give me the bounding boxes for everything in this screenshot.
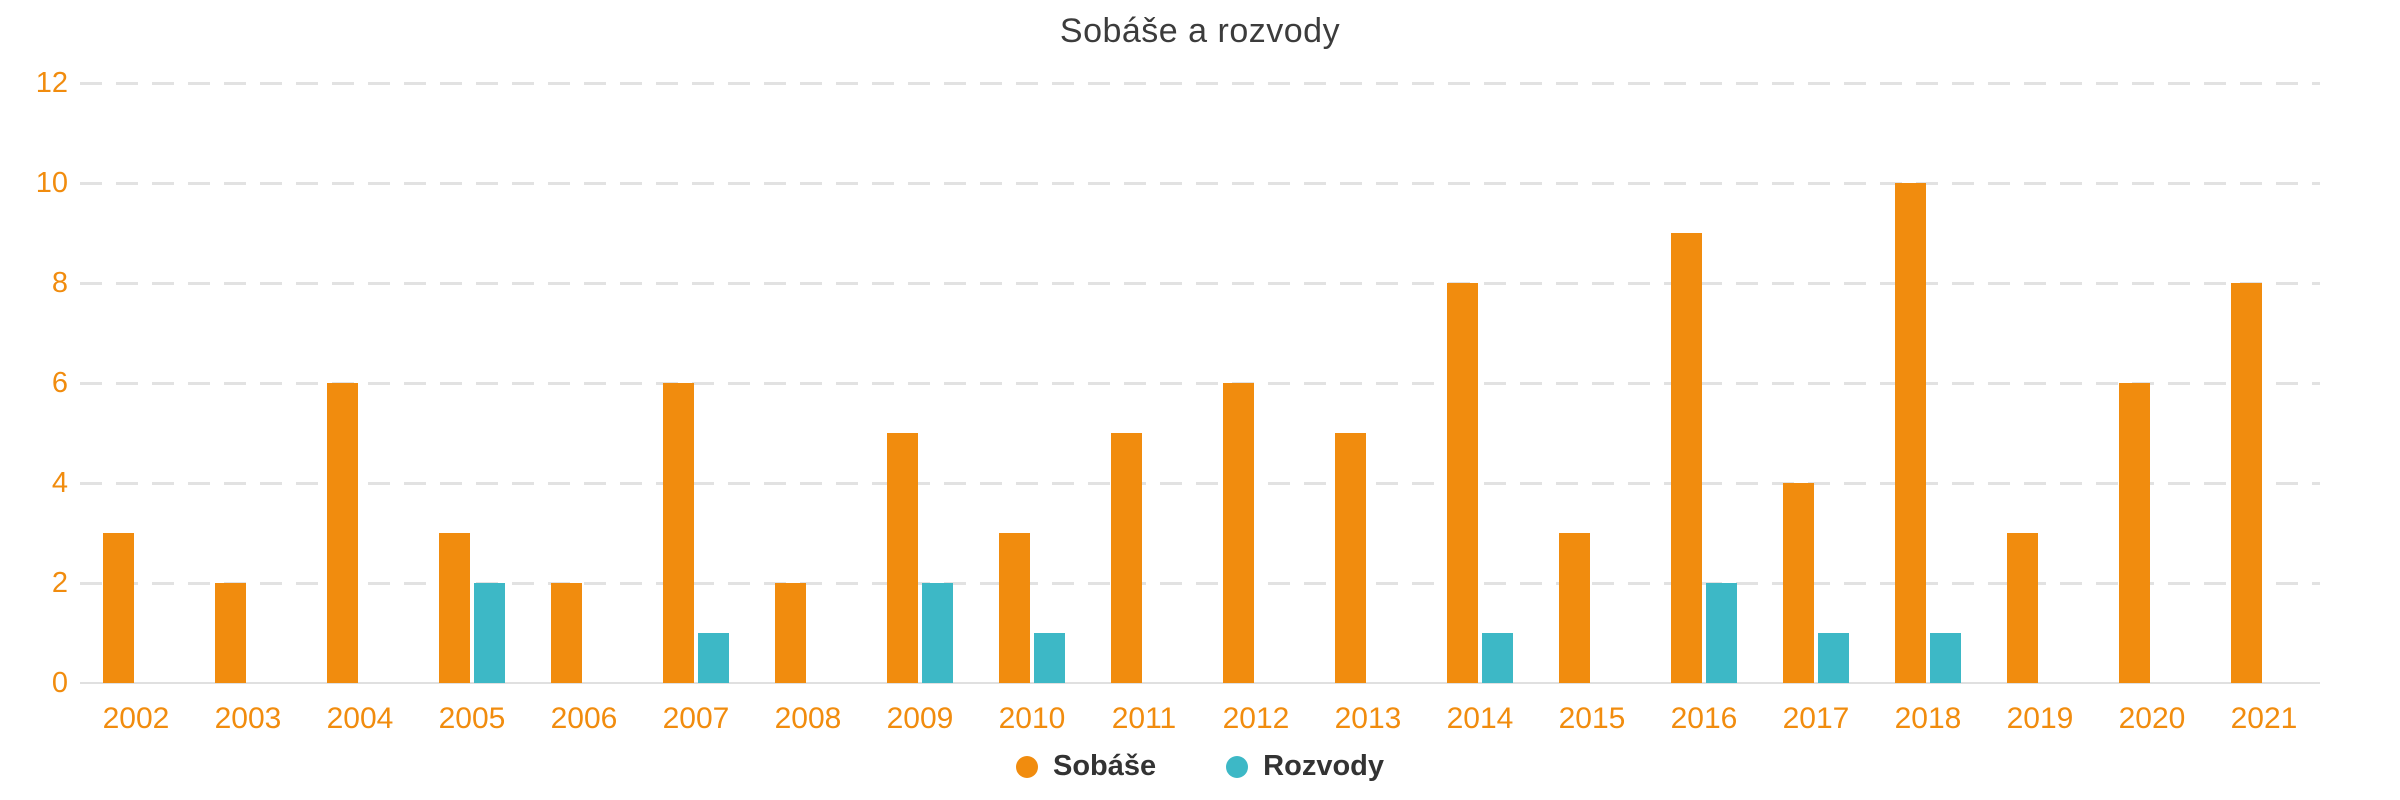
bar-rozvody-2016[interactable] [1706,583,1737,683]
y-axis-label-4: 4 [51,467,68,499]
gridline-2 [80,582,2320,585]
bar-sobase-2005[interactable] [439,533,470,683]
gridline-8 [80,282,2320,285]
bar-sobase-2002[interactable] [103,533,134,683]
bar-rozvody-2014[interactable] [1482,633,1513,683]
bar-rozvody-2017[interactable] [1818,633,1849,683]
x-axis-label-2015: 2015 [1558,702,1626,735]
bar-sobase-2008[interactable] [775,583,806,683]
bar-rozvody-2007[interactable] [698,633,729,683]
bar-sobase-2017[interactable] [1783,483,1814,683]
bar-rozvody-2009[interactable] [922,583,953,683]
bar-sobase-2006[interactable] [551,583,582,683]
bar-sobase-2021[interactable] [2231,283,2262,683]
x-axis-label-2016: 2016 [1670,702,1738,735]
bar-sobase-2014[interactable] [1447,283,1478,683]
bar-sobase-2018[interactable] [1895,183,1926,683]
bar-sobase-2013[interactable] [1335,433,1366,683]
x-axis-label-2013: 2013 [1334,702,1402,735]
bar-sobase-2016[interactable] [1671,233,1702,683]
y-axis-label-10: 10 [35,167,68,199]
x-axis-label-2008: 2008 [774,702,842,735]
x-axis-label-2006: 2006 [550,702,618,735]
x-axis-label-2019: 2019 [2006,702,2074,735]
legend: Sobáše Rozvody [0,750,2400,783]
rozvody-swatch-icon [1226,755,1249,778]
bar-sobase-2011[interactable] [1111,433,1142,683]
x-axis-label-2004: 2004 [326,702,394,735]
gridline-4 [80,482,2320,485]
x-axis-label-2010: 2010 [998,702,1066,735]
bar-sobase-2010[interactable] [999,533,1030,683]
x-axis-label-2014: 2014 [1446,702,1514,735]
x-axis-baseline [80,682,2320,684]
legend-item-rozvody[interactable]: Rozvody [1226,750,1384,783]
bar-sobase-2019[interactable] [2007,533,2038,683]
sobase-swatch-icon [1015,755,1038,778]
x-axis-label-2012: 2012 [1222,702,1290,735]
x-axis-label-2009: 2009 [886,702,954,735]
y-axis-label-0: 0 [51,667,68,699]
bar-rozvody-2010[interactable] [1034,633,1065,683]
gridline-10 [80,182,2320,185]
bar-sobase-2009[interactable] [887,433,918,683]
x-axis-label-2007: 2007 [662,702,730,735]
legend-label-rozvody: Rozvody [1263,750,1384,782]
y-axis-label-6: 6 [51,367,68,399]
y-axis-label-2: 2 [51,567,68,599]
legend-item-sobase[interactable]: Sobáše [1015,750,1157,783]
chart-title: Sobáše a rozvody [1059,12,1341,50]
bar-sobase-2003[interactable] [215,583,246,683]
gridline-12 [80,82,2320,85]
y-axis-label-12: 12 [35,67,68,99]
x-axis-label-2021: 2021 [2230,702,2298,735]
x-axis-label-2011: 2011 [1111,702,1177,735]
bar-sobase-2015[interactable] [1559,533,1590,683]
x-axis-label-2017: 2017 [1782,702,1850,735]
plot-area [80,82,2320,684]
bar-sobase-2007[interactable] [663,383,694,683]
gridline-6 [80,382,2320,385]
x-axis-label-2003: 2003 [214,702,282,735]
x-axis-label-2018: 2018 [1894,702,1962,735]
bar-sobase-2020[interactable] [2119,383,2150,683]
x-axis-label-2005: 2005 [438,702,506,735]
legend-label-sobase: Sobáše [1052,750,1157,782]
y-axis-label-8: 8 [51,267,68,299]
bar-sobase-2004[interactable] [327,383,358,683]
bar-sobase-2012[interactable] [1223,383,1254,683]
bar-rozvody-2018[interactable] [1930,633,1961,683]
x-axis-label-2002: 2002 [102,702,170,735]
bar-rozvody-2005[interactable] [474,583,505,683]
x-axis-label-2020: 2020 [2118,702,2186,735]
